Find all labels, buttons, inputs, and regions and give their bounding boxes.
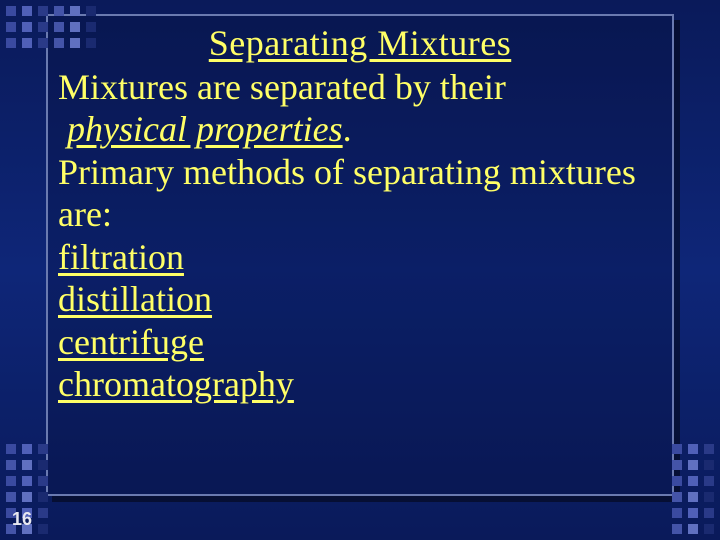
slide: Separating Mixtures Mixtures are separat… [0,0,720,540]
decorative-square [38,444,48,454]
decorative-square [6,22,16,32]
decorative-square [22,492,32,502]
body-line-2-period: . [343,109,352,149]
decorative-square [38,508,48,518]
decorative-square [54,6,64,16]
decorative-square [672,492,682,502]
decorative-square [70,22,80,32]
decorative-square [6,492,16,502]
decorative-square [672,460,682,470]
content-box: Separating Mixtures Mixtures are separat… [46,14,674,496]
decorative-square [688,444,698,454]
decorative-squares-bottom-right [672,444,714,534]
decorative-square [22,22,32,32]
decorative-square [22,38,32,48]
decorative-square [704,492,714,502]
decorative-square [22,444,32,454]
method-centrifuge: centrifuge [58,322,204,362]
decorative-square [672,444,682,454]
decorative-square [86,38,96,48]
decorative-square [704,476,714,486]
decorative-square [672,508,682,518]
decorative-square [688,476,698,486]
decorative-square [70,38,80,48]
decorative-square [54,22,64,32]
decorative-square [86,6,96,16]
decorative-square [22,460,32,470]
decorative-squares-top-left [6,6,96,48]
decorative-square [54,38,64,48]
decorative-square [38,22,48,32]
decorative-square [6,6,16,16]
decorative-square [704,444,714,454]
decorative-square [86,22,96,32]
body-line-1: Mixtures are separated by their [58,67,506,107]
decorative-square [22,6,32,16]
method-distillation: distillation [58,279,212,319]
body-line-3: Primary methods of separating mixtures a… [58,152,636,234]
decorative-square [38,6,48,16]
page-number: 16 [12,509,32,530]
decorative-square [688,524,698,534]
decorative-square [70,6,80,16]
decorative-square [38,38,48,48]
decorative-square [6,460,16,470]
body-line-2-emphasis: physical properties [67,109,343,149]
decorative-square [38,476,48,486]
decorative-square [22,476,32,486]
decorative-square [688,460,698,470]
method-filtration: filtration [58,237,184,277]
decorative-square [704,524,714,534]
method-chromatography: chromatography [58,364,294,404]
slide-body: Mixtures are separated by their physical… [58,66,662,406]
decorative-square [688,508,698,518]
decorative-square [688,492,698,502]
decorative-square [672,524,682,534]
decorative-square [6,38,16,48]
decorative-square [704,460,714,470]
decorative-square [6,476,16,486]
decorative-square [38,492,48,502]
decorative-square [38,460,48,470]
decorative-square [704,508,714,518]
slide-title: Separating Mixtures [58,22,662,64]
decorative-square [6,444,16,454]
decorative-square [672,476,682,486]
decorative-square [38,524,48,534]
